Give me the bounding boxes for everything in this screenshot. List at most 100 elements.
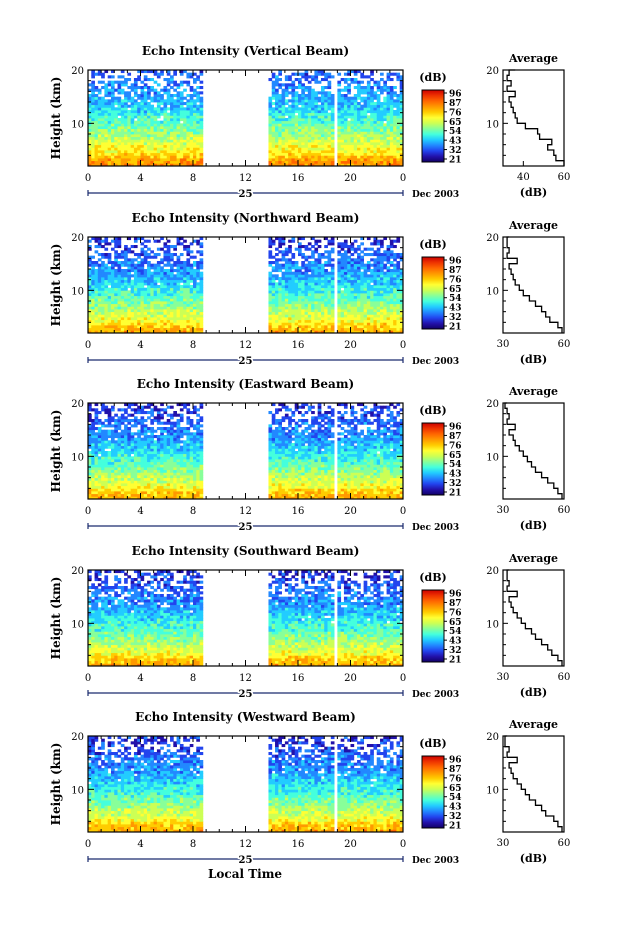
heatmap-cell [107, 80, 112, 84]
heatmap-cell [120, 75, 125, 79]
heatmap-cell [353, 319, 358, 323]
heatmap-cell [150, 322, 155, 326]
heatmap-cell [320, 96, 325, 100]
heatmap-cell [166, 255, 171, 259]
heatmap-cell [343, 277, 348, 281]
heatmap-cell [101, 287, 105, 291]
heatmap-cell [179, 269, 184, 273]
heatmap-cell [166, 298, 171, 302]
heatmap-cell [186, 295, 191, 299]
heatmap-cell [304, 78, 309, 82]
heatmap-cell [107, 293, 112, 297]
heatmap-cell [294, 107, 299, 111]
heatmap-cell [271, 134, 276, 138]
heatmap-cell [307, 115, 312, 119]
heatmap-cell [183, 126, 187, 130]
heatmap-cell [307, 96, 312, 100]
heatmap-cell [110, 155, 115, 159]
heatmap-cell [156, 303, 161, 307]
heatmap-cell [311, 290, 315, 294]
heatmap-cell [104, 131, 109, 135]
heatmap-cell [176, 115, 181, 119]
heatmap-cell [156, 131, 161, 135]
heatmap-cell [366, 144, 371, 148]
heatmap-cell [91, 483, 95, 487]
heatmap-cell [199, 263, 204, 267]
heatmap-cell [268, 261, 273, 265]
heatmap-cell [88, 453, 92, 457]
heatmap-cell [284, 269, 289, 273]
heatmap-cell [140, 266, 145, 270]
heatmap-cell [170, 115, 174, 119]
heatmap-cell [340, 112, 345, 116]
heatmap-cell [343, 295, 348, 299]
heatmap-cell [353, 104, 358, 108]
heatmap-cell [291, 86, 296, 90]
heatmap-cell [357, 115, 361, 119]
heatmap-cell [380, 78, 384, 82]
heatmap-cell [363, 110, 368, 114]
heatmap-cell [176, 301, 181, 305]
heatmap-cell [124, 330, 128, 334]
heatmap-cell [173, 110, 177, 114]
heatmap-cell [301, 306, 305, 310]
heatmap-cell [193, 147, 197, 151]
heatmap-cell [140, 142, 145, 146]
heatmap-cell [124, 80, 128, 84]
heatmap-cell [91, 419, 95, 423]
heatmap-cell [373, 136, 378, 140]
heatmap-cell [104, 239, 109, 243]
heatmap-cell [291, 239, 296, 243]
heatmap-cell [311, 298, 315, 302]
heatmap-cell [311, 110, 315, 114]
heatmap-cell [294, 266, 299, 270]
heatmap-cell [380, 314, 384, 318]
heatmap-cell [294, 99, 299, 103]
heatmap-cell [88, 271, 92, 275]
heatmap-cell [133, 274, 138, 278]
heatmap-cell [294, 311, 299, 315]
heatmap-cell [199, 128, 204, 132]
heatmap-cell [350, 134, 355, 138]
heatmap-cell [376, 123, 381, 127]
heatmap-cell [311, 144, 315, 148]
heatmap-cell [357, 285, 361, 289]
heatmap-cell [173, 118, 177, 122]
heatmap-cell [340, 314, 345, 318]
heatmap-cell [104, 120, 109, 124]
heatmap-cell [281, 139, 286, 143]
heatmap-cell [147, 311, 151, 315]
heatmap-cell [91, 435, 95, 439]
heatmap-cell [343, 269, 348, 273]
heatmap-cell [324, 277, 328, 281]
heatmap-cell [399, 150, 404, 154]
heatmap-cell [176, 287, 181, 291]
heatmap-cell [150, 255, 155, 259]
heatmap-cell [150, 303, 155, 307]
heatmap-cell [304, 317, 309, 321]
heatmap-cell [88, 269, 92, 273]
heatmap-cell [127, 112, 132, 116]
heatmap-cell [380, 245, 384, 249]
heatmap-cell [353, 158, 358, 162]
heatmap-cell [114, 99, 118, 103]
heatmap-cell [320, 102, 325, 106]
heatmap-cell [330, 152, 335, 156]
heatmap-cell [389, 96, 394, 100]
heatmap-cell [110, 274, 115, 278]
heatmap-cell [107, 136, 112, 140]
heatmap-cell [396, 128, 401, 132]
heatmap-cell [278, 104, 282, 108]
heatmap-cell [278, 110, 282, 114]
heatmap-cell [383, 99, 387, 103]
heatmap-cell [199, 147, 204, 151]
heatmap-cell [294, 158, 299, 162]
heatmap-cell [97, 282, 102, 286]
heatmap-cell [130, 126, 135, 130]
heatmap-cell [156, 147, 161, 151]
heatmap-cell [320, 72, 325, 76]
heatmap-cell [393, 86, 397, 90]
heatmap-cell [278, 303, 282, 307]
heatmap-cell [196, 134, 200, 138]
heatmap-cell [330, 160, 335, 164]
